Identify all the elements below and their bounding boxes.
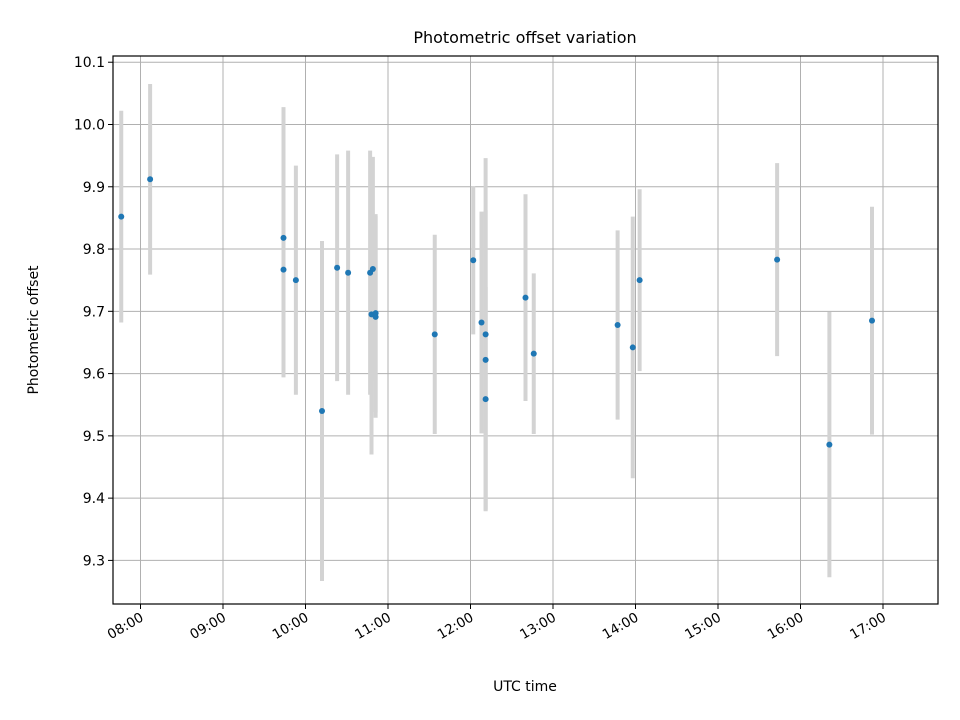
x-axis-ticks: 08:00 09:00 10:00 11:00 12:00 13:00 14:00 15:00… [105, 604, 889, 643]
y-tick-label: 10.0 [74, 118, 105, 134]
plot-frame [112, 55, 939, 605]
y-axis-ticks: 9.3 9.4 9.5 9.6 9.7 9.8 9.9 10.0 10.1 [74, 55, 113, 569]
y-axis-label: Photometric offset [26, 265, 42, 395]
data-point [292, 277, 299, 284]
x-tick-label: 17:00 [847, 610, 889, 643]
data-point [530, 350, 537, 357]
data-point [470, 257, 477, 264]
x-axis-label: UTC time [493, 679, 557, 695]
x-tick-label: 12:00 [435, 610, 477, 643]
data-point [319, 407, 325, 414]
y-tick-label: 9.7 [83, 304, 105, 320]
data-point [826, 441, 833, 448]
data-points [118, 176, 875, 448]
data-point [280, 266, 287, 273]
data-point [334, 264, 341, 271]
data-point [482, 356, 489, 363]
data-point [369, 265, 376, 272]
data-point [431, 331, 438, 338]
data-point [118, 213, 125, 220]
x-tick-label: 10:00 [270, 610, 312, 643]
x-tick-label: 11:00 [352, 610, 394, 643]
y-tick-label: 9.6 [83, 367, 105, 383]
data-point [345, 269, 352, 276]
data-point [280, 234, 287, 241]
data-point [147, 176, 154, 183]
data-point [482, 331, 489, 338]
x-tick-label: 08:00 [105, 610, 147, 643]
y-tick-label: 9.5 [83, 429, 105, 445]
y-tick-label: 9.4 [83, 491, 105, 507]
data-point [774, 256, 781, 263]
x-tick-label: 16:00 [765, 610, 807, 643]
y-tick-label: 9.9 [83, 180, 105, 196]
data-point [614, 322, 621, 329]
data-point [869, 317, 875, 324]
data-point [522, 294, 529, 301]
data-point [478, 319, 485, 326]
x-tick-label: 09:00 [187, 610, 229, 643]
data-point [372, 313, 379, 320]
chart-title: Photometric offset variation [413, 28, 636, 47]
x-tick-label: 15:00 [682, 610, 724, 643]
y-tick-label: 9.3 [83, 553, 105, 569]
data-point [636, 277, 643, 284]
error-bars [119, 84, 874, 581]
y-tick-label: 9.8 [83, 242, 105, 258]
x-tick-label: 13:00 [517, 610, 559, 643]
data-point [629, 344, 636, 351]
x-tick-label: 14:00 [600, 610, 642, 643]
y-tick-label: 10.1 [74, 55, 105, 71]
data-point [482, 396, 489, 403]
